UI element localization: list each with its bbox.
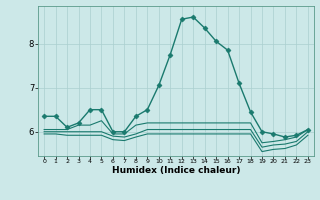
X-axis label: Humidex (Indice chaleur): Humidex (Indice chaleur) [112,166,240,175]
